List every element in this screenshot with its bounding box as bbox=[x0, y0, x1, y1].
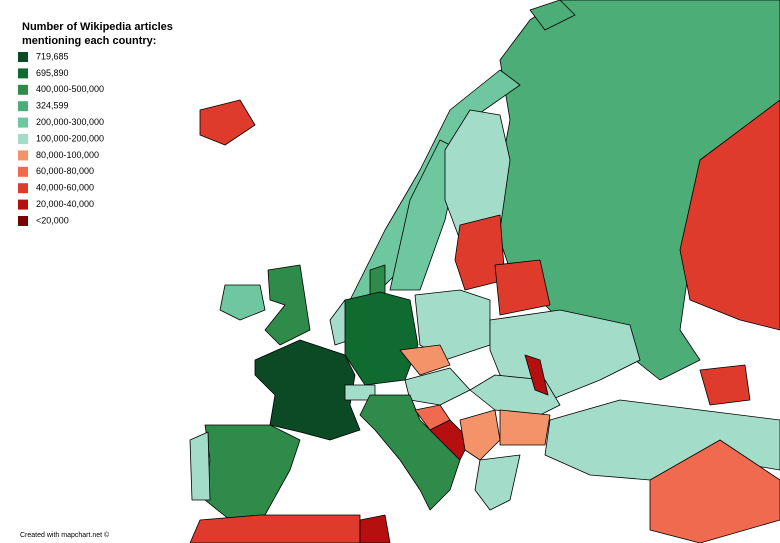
legend-swatch bbox=[18, 166, 28, 177]
legend-swatch bbox=[18, 216, 28, 226]
country bbox=[189, 514, 361, 543]
country bbox=[444, 109, 511, 241]
legend-label: 695,890 bbox=[36, 68, 69, 78]
legend-label: 324,599 bbox=[36, 101, 69, 111]
country bbox=[369, 264, 386, 296]
country bbox=[404, 367, 471, 406]
legend-label: 40,000-60,000 bbox=[36, 183, 94, 193]
country bbox=[344, 291, 419, 386]
country bbox=[489, 309, 641, 401]
country bbox=[499, 409, 551, 446]
map bbox=[189, 0, 780, 543]
country bbox=[699, 364, 751, 406]
country bbox=[399, 344, 451, 376]
legend-swatch bbox=[18, 68, 28, 79]
country bbox=[349, 69, 521, 301]
country bbox=[254, 339, 361, 441]
legend-label: 20,000-40,000 bbox=[36, 199, 94, 209]
title-line: mentioning each country: bbox=[22, 35, 156, 47]
legend-swatch bbox=[18, 84, 28, 95]
legend: 719,685 695,890 400,000-500,000 324,599 200,… bbox=[18, 51, 104, 226]
country bbox=[264, 264, 311, 346]
country bbox=[199, 99, 256, 146]
legend-swatch bbox=[18, 134, 28, 144]
country bbox=[649, 439, 780, 543]
country bbox=[494, 259, 551, 316]
country bbox=[529, 0, 576, 31]
country bbox=[459, 409, 501, 461]
legend-swatch bbox=[18, 117, 28, 128]
legend-label: 400,000-500,000 bbox=[36, 84, 104, 94]
country bbox=[359, 514, 391, 543]
title-line: Number of Wikipedia articles bbox=[22, 21, 173, 33]
credit: Created with mapchart.net © bbox=[20, 531, 110, 539]
legend-swatch bbox=[18, 101, 28, 112]
legend-label: 100,000-200,000 bbox=[36, 133, 104, 143]
country bbox=[524, 354, 549, 396]
legend-label: 200,000-300,000 bbox=[36, 117, 104, 127]
country bbox=[204, 424, 301, 521]
country bbox=[474, 454, 521, 511]
country bbox=[189, 431, 211, 501]
legend-swatch bbox=[18, 52, 28, 62]
legend-label: <20,000 bbox=[36, 215, 69, 225]
country bbox=[454, 214, 506, 291]
legend-label: 719,685 bbox=[36, 51, 69, 61]
legend-swatch bbox=[18, 150, 28, 161]
country bbox=[679, 99, 780, 331]
legend-label: 60,000-80,000 bbox=[36, 166, 94, 176]
legend-swatch bbox=[18, 199, 28, 210]
country bbox=[219, 284, 266, 321]
legend-swatch bbox=[18, 183, 28, 194]
legend-label: 80,000-100,000 bbox=[36, 150, 99, 160]
